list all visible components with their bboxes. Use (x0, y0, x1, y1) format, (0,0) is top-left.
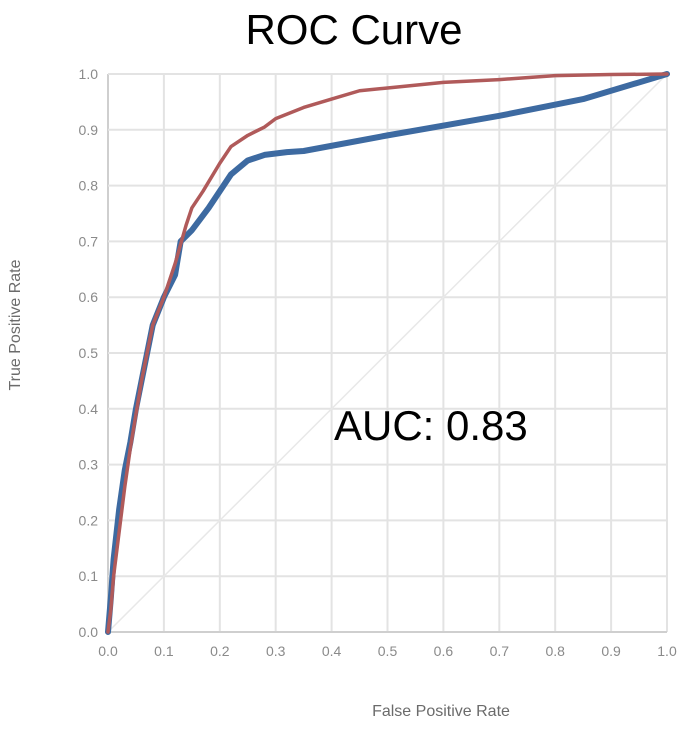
roc-series-line-1 (105, 71, 670, 635)
y-tick-label: 0.9 (79, 122, 99, 138)
x-tick-label: 0.6 (434, 643, 454, 659)
y-tick-label: 0.1 (79, 568, 99, 584)
y-tick-label: 0.6 (79, 289, 99, 305)
x-tick-label: 0.5 (378, 643, 398, 659)
series-lines (105, 71, 670, 635)
x-tick-label: 0.1 (154, 643, 174, 659)
x-tick-label: 0.8 (545, 643, 565, 659)
x-tick-label: 0.2 (210, 643, 230, 659)
auc-annotation: AUC: 0.83 (334, 402, 528, 449)
chart-title: ROC Curve (245, 6, 462, 53)
x-tick-label: 0.7 (490, 643, 510, 659)
x-tick-labels: 0.0 0.1 0.2 0.3 0.4 0.5 0.6 0.7 0.8 0.9 1.0 (98, 643, 677, 659)
x-tick-label: 0.4 (322, 643, 342, 659)
x-tick-label: 0.0 (98, 643, 118, 659)
y-tick-label: 0.0 (79, 624, 99, 640)
y-tick-label: 1.0 (79, 66, 99, 82)
x-tick-label: 0.9 (601, 643, 621, 659)
diagonal-reference-line (107, 73, 668, 633)
roc-series-line-2 (106, 72, 669, 634)
y-tick-label: 0.4 (79, 401, 99, 417)
x-tick-label: 1.0 (657, 643, 677, 659)
y-tick-label: 0.3 (79, 457, 99, 473)
y-tick-label: 0.8 (79, 178, 99, 194)
y-axis-label: True Positive Rate (7, 259, 24, 390)
x-tick-label: 0.3 (266, 643, 286, 659)
y-tick-label: 0.2 (79, 512, 99, 528)
y-tick-label: 0.7 (79, 233, 99, 249)
y-tick-label: 0.5 (79, 345, 99, 361)
x-axis-label: False Positive Rate (372, 703, 510, 720)
y-tick-labels: 0.0 0.1 0.2 0.3 0.4 0.5 0.6 0.7 0.8 0.9 1.0 (79, 66, 99, 640)
